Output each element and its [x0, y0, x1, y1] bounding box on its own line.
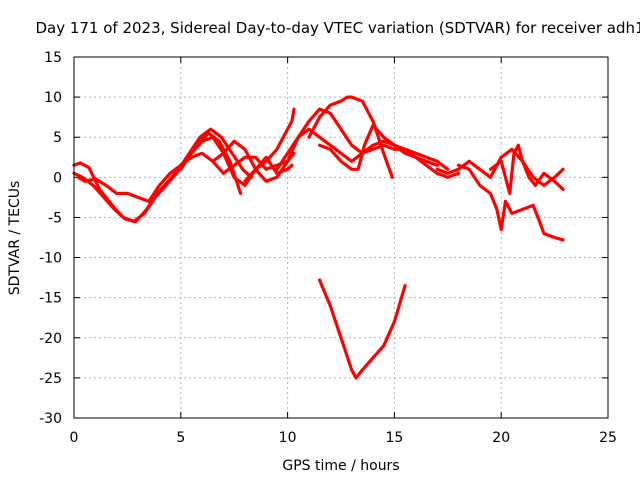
series-line-sat-c: [76, 151, 290, 203]
x-tick-label: 5: [176, 430, 185, 446]
chart-title: Day 171 of 2023, Sidereal Day-to-day VTE…: [35, 19, 640, 37]
series-line-sat-h: [286, 107, 461, 179]
series-line-sat-i: [307, 95, 394, 179]
series-line-sat-j: [318, 123, 439, 171]
y-axis-label: SDTVAR / TECUs: [7, 181, 23, 296]
series-line-sat-m: [488, 143, 565, 195]
x-tick-label: 10: [279, 430, 297, 446]
series-line-sat-n: [318, 278, 407, 380]
x-tick-label: 25: [599, 430, 617, 446]
series-line-sat-b: [72, 127, 253, 224]
y-tick-label: -15: [39, 291, 62, 307]
y-tick-label: -10: [39, 251, 62, 267]
y-tick-label: 15: [44, 50, 62, 66]
data-series: [72, 95, 565, 380]
y-tick-label: -25: [39, 371, 62, 387]
y-tick-label: 0: [53, 170, 62, 186]
y-tick-label: -5: [48, 210, 62, 226]
x-tick-label: 0: [70, 430, 79, 446]
series-line-sat-f: [243, 107, 296, 183]
series-line-sat-l: [456, 163, 565, 242]
series-line-sat-k: [435, 147, 565, 187]
x-tick-label: 20: [492, 430, 510, 446]
grid-lines: [74, 57, 608, 418]
y-tick-label: -20: [39, 331, 62, 347]
plot-frame: [73, 56, 609, 419]
x-tick-label: 15: [385, 430, 403, 446]
x-axis-label: GPS time / hours: [282, 458, 399, 474]
y-tick-label: 10: [44, 90, 62, 106]
y-tick-label: -30: [39, 411, 62, 427]
axis-ticks: 0 5 10 15 20 25 -30 -25 -20 -15 -10 -5 0 5 10 15: [39, 50, 617, 446]
y-tick-label: 5: [53, 130, 62, 146]
